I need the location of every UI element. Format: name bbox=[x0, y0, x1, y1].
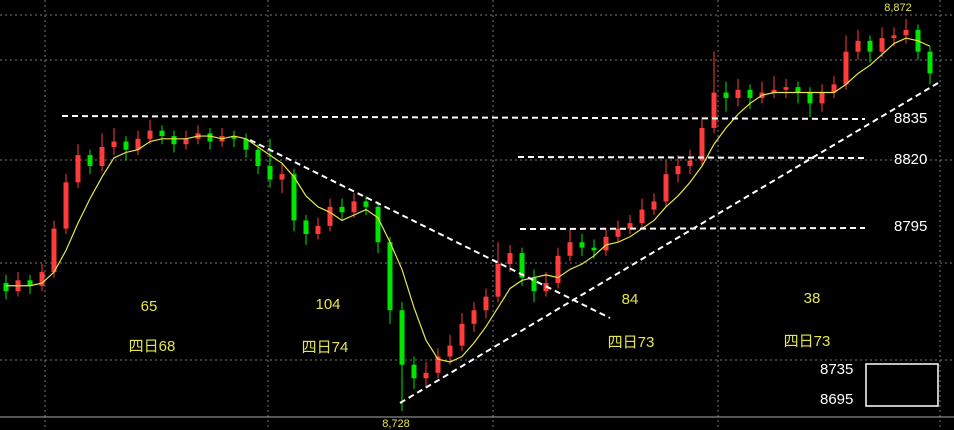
candle-body bbox=[675, 166, 681, 175]
candle-body bbox=[99, 146, 105, 167]
candle-body bbox=[63, 182, 69, 229]
candle-body bbox=[87, 155, 93, 167]
period-label: 四日73 bbox=[784, 333, 831, 350]
candle-body bbox=[183, 138, 189, 145]
candle-body bbox=[615, 228, 621, 237]
count-label: 38 bbox=[804, 290, 821, 307]
candle-body bbox=[243, 138, 249, 150]
candle-body bbox=[843, 51, 849, 85]
candle-body bbox=[591, 247, 597, 251]
candle-body bbox=[831, 84, 837, 93]
candle-body bbox=[135, 138, 141, 150]
level-label: 8795 bbox=[894, 218, 927, 235]
candle-body bbox=[27, 280, 33, 286]
period-label: 四日73 bbox=[608, 334, 655, 351]
candle-body bbox=[639, 209, 645, 224]
level-line bbox=[517, 156, 866, 159]
candle-body bbox=[423, 372, 429, 379]
candle-body bbox=[375, 206, 381, 243]
candle-body bbox=[903, 29, 909, 36]
candle-body bbox=[75, 155, 81, 183]
downtrend-line bbox=[249, 139, 611, 319]
count-label: 104 bbox=[315, 296, 340, 313]
level-label: 8835 bbox=[894, 110, 927, 127]
candle-body bbox=[399, 310, 405, 365]
candle-body bbox=[3, 283, 9, 292]
candle-body bbox=[747, 89, 753, 98]
candle-body bbox=[303, 220, 309, 235]
candle-body bbox=[663, 174, 669, 202]
candle-body bbox=[207, 133, 213, 142]
candle-body bbox=[435, 356, 441, 373]
candle-body bbox=[459, 323, 465, 346]
high-label: 8,872 bbox=[884, 2, 912, 14]
candle-body bbox=[807, 92, 813, 104]
resistance-line bbox=[61, 115, 866, 120]
candle-body bbox=[891, 35, 897, 39]
level-label: 8820 bbox=[894, 151, 927, 168]
candle-body bbox=[483, 296, 489, 311]
candle-body bbox=[579, 242, 585, 248]
box-label: 8695 bbox=[820, 391, 853, 408]
candle-body bbox=[651, 201, 657, 210]
candle-body bbox=[771, 89, 777, 93]
box-label: 8735 bbox=[820, 361, 853, 378]
candle-body bbox=[507, 253, 513, 264]
candle-body bbox=[447, 345, 453, 357]
candle-body bbox=[327, 206, 333, 226]
candle-body bbox=[723, 92, 729, 98]
candle-body bbox=[411, 364, 417, 379]
candle-body bbox=[699, 127, 705, 161]
trend-lines bbox=[61, 82, 939, 404]
candle-body bbox=[231, 136, 237, 139]
low-label: 8,728 bbox=[382, 418, 410, 430]
candle-body bbox=[567, 242, 573, 256]
candle-body bbox=[531, 277, 537, 292]
candle-body bbox=[603, 236, 609, 251]
candle-body bbox=[555, 255, 561, 284]
candle-body bbox=[315, 225, 321, 235]
candle-body bbox=[279, 174, 285, 180]
candle-body bbox=[795, 87, 801, 93]
candle-body bbox=[123, 141, 129, 150]
candle-body bbox=[339, 206, 345, 213]
candle-body bbox=[291, 174, 297, 221]
candle-body bbox=[159, 130, 165, 137]
candle-body bbox=[255, 149, 261, 167]
candle-body bbox=[495, 263, 501, 297]
candle-body bbox=[879, 38, 885, 52]
candle-body bbox=[147, 130, 153, 139]
candle-body bbox=[111, 141, 117, 147]
box bbox=[865, 363, 939, 407]
count-label: 65 bbox=[141, 298, 158, 315]
candle-body bbox=[627, 223, 633, 229]
candle-body bbox=[39, 272, 45, 286]
candle-body bbox=[471, 310, 477, 324]
uptrend-line bbox=[399, 82, 939, 404]
candle-body bbox=[687, 160, 693, 167]
candle-body bbox=[171, 136, 177, 145]
candle-body bbox=[855, 40, 861, 52]
candle-body bbox=[363, 201, 369, 207]
candle-body bbox=[783, 87, 789, 90]
candle-body bbox=[519, 253, 525, 278]
ma-line bbox=[6, 37, 931, 363]
candle-body bbox=[927, 51, 933, 74]
candle-body bbox=[351, 201, 357, 213]
candle-body bbox=[267, 166, 273, 180]
candle-body bbox=[711, 92, 717, 128]
candle-body bbox=[819, 92, 825, 104]
candle-body bbox=[735, 89, 741, 98]
candles bbox=[3, 19, 933, 411]
candle-body bbox=[387, 242, 393, 311]
candle-body bbox=[867, 40, 873, 52]
count-label: 84 bbox=[622, 291, 639, 308]
period-label: 四日68 bbox=[129, 338, 176, 355]
period-label: 四日74 bbox=[302, 339, 349, 356]
candle-body bbox=[51, 228, 57, 273]
